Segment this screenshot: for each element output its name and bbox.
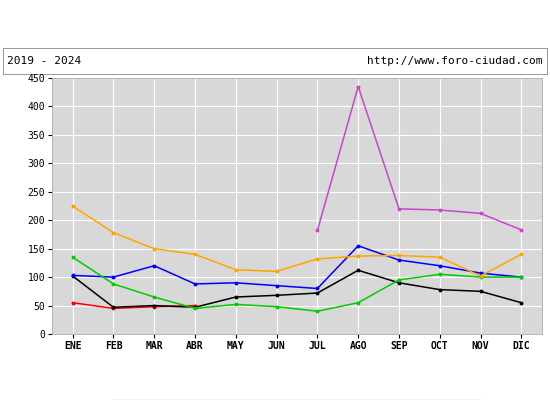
Text: 2019 - 2024: 2019 - 2024 — [7, 56, 81, 66]
Text: Evolucion Nº Turistas Extranjeros en el municipio de El Cuervo de Sevilla: Evolucion Nº Turistas Extranjeros en el … — [0, 16, 550, 30]
Text: http://www.foro-ciudad.com: http://www.foro-ciudad.com — [367, 56, 543, 66]
